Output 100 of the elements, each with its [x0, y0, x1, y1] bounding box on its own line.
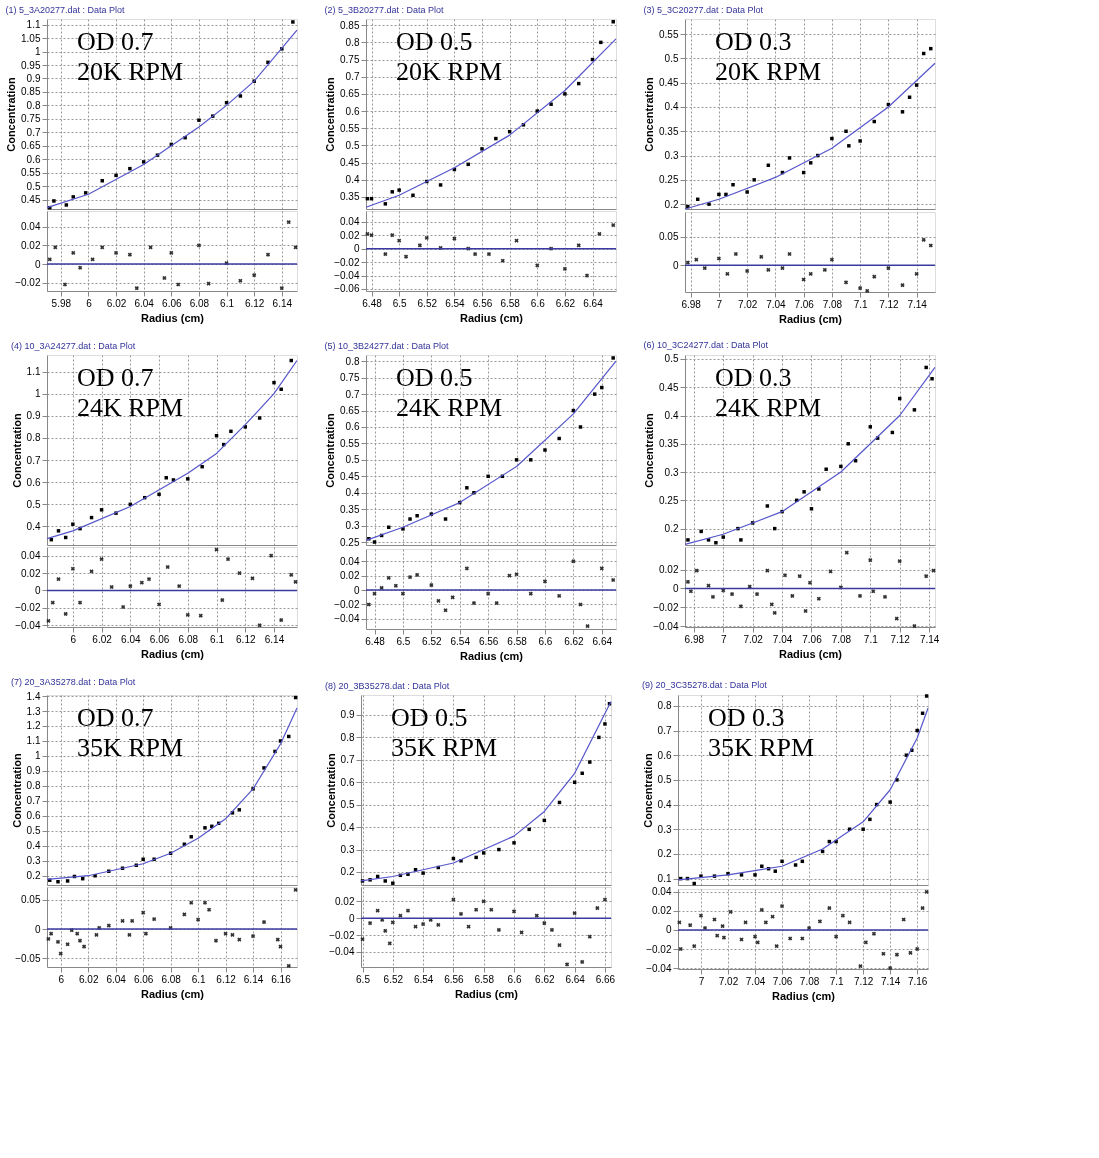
y-tick-label: −0.04 — [329, 946, 355, 958]
annotation: OD 0.3 — [715, 363, 792, 392]
y-tick-label: 0.3 — [26, 855, 41, 867]
x-axis-title: Radius (cm) — [460, 649, 524, 662]
y-axis-title: Concentration — [324, 412, 337, 488]
x-axis-title: Radius (cm) — [460, 311, 524, 324]
y-tick-label: 0.2 — [664, 523, 679, 535]
y-tick-label: 0.8 — [26, 432, 41, 444]
y-tick-label: −0.05 — [15, 952, 41, 964]
y-tick-label: 1 — [34, 388, 41, 400]
y-tick-label: 0.2 — [664, 198, 679, 210]
x-tick-label: 6.14 — [272, 297, 293, 309]
y-axis-title: Concentration — [641, 752, 654, 828]
x-tick-label: 6.54 — [445, 297, 466, 309]
x-tick-label: 7.02 — [718, 975, 739, 987]
x-axis-title: Radius (cm) — [779, 312, 843, 325]
y-tick-label: −0.02 — [15, 602, 41, 614]
x-tick-label: 7.06 — [794, 298, 815, 310]
annotation: 20K RPM — [715, 57, 822, 86]
y-tick-label: 1 — [34, 46, 41, 58]
annotation: 20K RPM — [77, 57, 184, 86]
y-tick-label: 0.5 — [345, 139, 360, 151]
x-tick-label: 6.14 — [264, 633, 285, 645]
x-tick-label: 6.56 — [444, 973, 465, 985]
x-tick-label: 6.06 — [162, 297, 182, 309]
y-tick-label: 0.55 — [21, 167, 41, 179]
y-tick-label: 0.5 — [340, 799, 355, 811]
annotation: OD 0.5 — [396, 363, 473, 392]
x-tick-label: 7.04 — [745, 975, 766, 987]
x-axis-title: Radius (cm) — [455, 987, 519, 1000]
y-tick-label: 0.75 — [340, 372, 360, 384]
x-tick-label: 7.12 — [879, 298, 900, 310]
x-tick-label: 7.16 — [907, 975, 928, 987]
x-tick-label: 6.06 — [149, 633, 170, 645]
y-tick-label: 0.45 — [659, 77, 679, 89]
y-axis-title: Concentration — [324, 752, 337, 828]
y-tick-label: 0.85 — [340, 19, 360, 31]
chart-title: (8) 20_3B35278.dat : Data Plot — [325, 681, 450, 691]
y-tick-label: 0.7 — [26, 795, 41, 807]
y-tick-label: −0.04 — [334, 613, 360, 625]
x-tick-label: 6.5 — [356, 973, 371, 985]
y-tick-label: 0.7 — [345, 388, 360, 400]
x-tick-label: 6.5 — [392, 297, 408, 309]
x-tick-label: 7.14 — [880, 975, 901, 987]
y-tick-label: 0.04 — [21, 221, 41, 233]
x-tick-label: 6.1 — [210, 633, 225, 645]
y-tick-label: 0.5 — [664, 52, 679, 64]
y-tick-label: 0.02 — [340, 229, 360, 241]
y-tick-label: −0.02 — [653, 601, 679, 613]
y-tick-label: 1.1 — [26, 19, 41, 31]
y-tick-label: 0.6 — [340, 776, 355, 788]
chart-title: (2) 5_3B20277.dat : Data Plot — [324, 5, 445, 15]
y-tick-label: 0.2 — [340, 866, 355, 878]
x-tick-label: 5.98 — [51, 297, 72, 309]
y-tick-label: 0 — [34, 923, 41, 935]
x-tick-label: 7 — [716, 298, 723, 310]
y-tick-label: 0 — [348, 912, 355, 924]
chart-title: (3) 5_3C20277.dat : Data Plot — [643, 5, 764, 15]
y-tick-label: 0.9 — [26, 765, 41, 777]
x-tick-label: 6.08 — [161, 973, 182, 985]
x-tick-label: 6.12 — [236, 633, 256, 645]
y-tick-label: 0.05 — [21, 894, 41, 906]
y-tick-label: 0.02 — [21, 567, 41, 579]
y-tick-label: 0.55 — [659, 28, 679, 40]
y-tick-label: 0.6 — [657, 749, 672, 761]
y-tick-label: 0.3 — [657, 823, 672, 835]
y-tick-label: 0.2 — [26, 870, 41, 882]
y-tick-label: 0.4 — [345, 487, 360, 499]
annotation: OD 0.5 — [391, 703, 468, 732]
y-tick-label: 0.4 — [26, 520, 41, 532]
y-tick-label: 0 — [672, 259, 679, 271]
y-tick-label: 0.4 — [664, 410, 679, 422]
y-tick-label: 0.45 — [21, 194, 41, 206]
x-tick-label: 6.62 — [535, 973, 555, 985]
y-tick-label: −0.04 — [15, 619, 41, 631]
y-tick-label: 0.35 — [659, 438, 679, 450]
y-tick-label: 0.5 — [345, 454, 360, 466]
y-tick-label: 1.1 — [26, 366, 41, 378]
y-tick-label: 0.7 — [340, 754, 355, 766]
y-tick-label: 1 — [34, 750, 41, 762]
y-tick-label: 0.95 — [21, 59, 41, 71]
y-axis-title: Concentration — [10, 752, 23, 828]
y-tick-label: 1.3 — [26, 705, 41, 717]
x-tick-label: 6.48 — [365, 635, 386, 647]
x-tick-label: 6.14 — [243, 973, 264, 985]
y-tick-label: 0.4 — [26, 840, 41, 852]
y-tick-label: −0.02 — [329, 929, 355, 941]
y-tick-label: 0.3 — [664, 466, 679, 478]
x-tick-label: 7.1 — [863, 633, 879, 645]
x-tick-label: 7.06 — [802, 633, 823, 645]
y-tick-label: 0.04 — [21, 550, 41, 562]
x-tick-label: 6.6 — [538, 635, 553, 647]
x-axis-title: Radius (cm) — [141, 987, 205, 1000]
y-axis-title: Concentration — [5, 76, 18, 152]
y-tick-label: 0.2 — [657, 848, 672, 860]
chart-title: (1) 5_3A20277.dat : Data Plot — [5, 5, 126, 15]
x-tick-label: 6.06 — [133, 973, 154, 985]
y-tick-label: 0.65 — [340, 88, 360, 100]
x-tick-label: 6.04 — [106, 973, 127, 985]
annotation: OD 0.3 — [708, 703, 785, 732]
